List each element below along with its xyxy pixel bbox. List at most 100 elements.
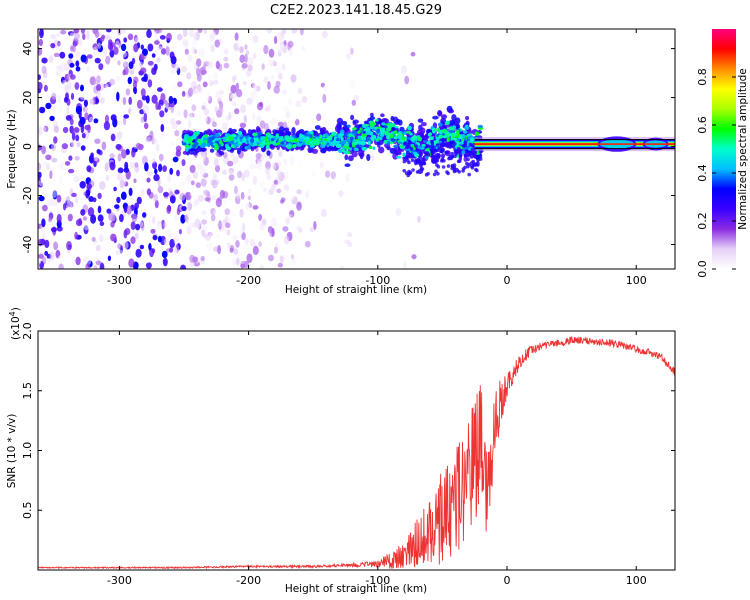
- heatmap-cell: [398, 141, 403, 145]
- heatmap-cell: [139, 244, 145, 250]
- heatmap-cell: [53, 125, 60, 133]
- heatmap-cell: [191, 213, 196, 218]
- heatmap-cell: [56, 32, 61, 38]
- heatmap-cell: [169, 167, 174, 175]
- heatmap-cell: [171, 122, 178, 130]
- heatmap-cell: [437, 110, 443, 116]
- heatmap-cell: [306, 137, 310, 141]
- heatmap-cell: [296, 189, 302, 195]
- heatmap-cell: [402, 159, 407, 164]
- heatmap-cell: [230, 51, 237, 62]
- heatmap-cell: [170, 68, 176, 75]
- heatmap-cell: [309, 226, 315, 233]
- heatmap-cell: [252, 205, 259, 210]
- heatmap-cell: [283, 184, 290, 192]
- heatmap-cell: [226, 229, 231, 236]
- heatmap-cell: [80, 145, 86, 151]
- heatmap-cell: [88, 99, 94, 106]
- heatmap-cell: [467, 152, 471, 157]
- heatmap-cell: [277, 161, 282, 167]
- heatmap-cell: [423, 140, 427, 143]
- heatmap-cell: [242, 137, 247, 143]
- heatmap-cell: [384, 125, 388, 129]
- heatmap-cell: [441, 153, 445, 159]
- heatmap-cell: [445, 170, 449, 174]
- heatmap-cell: [57, 40, 61, 47]
- heatmap-cell: [240, 263, 246, 269]
- heatmap-cell: [396, 155, 402, 159]
- heatmap-cell: [339, 129, 345, 134]
- heatmap-cell: [259, 143, 265, 148]
- heatmap-cell: [214, 158, 219, 167]
- heatmap-cell: [377, 139, 384, 145]
- colorbar-tick-label: 0.6: [696, 116, 709, 134]
- heatmap-cell: [175, 145, 182, 152]
- heatmap-cell: [157, 223, 163, 230]
- heatmap-cell: [182, 29, 188, 37]
- heatmap-cell: [303, 133, 308, 137]
- heatmap-cell: [49, 170, 53, 180]
- heatmap-cell: [346, 53, 352, 60]
- heatmap-cell: [367, 140, 371, 146]
- heatmap-cell: [121, 43, 127, 52]
- heatmap-cell: [109, 78, 115, 86]
- heatmap-cell: [218, 106, 224, 115]
- heatmap-cell: [200, 167, 207, 176]
- heatmap-cell: [436, 164, 441, 169]
- heatmap-cell: [122, 61, 129, 69]
- heatmap-cell: [86, 54, 93, 59]
- heatmap-cell: [110, 114, 117, 122]
- heatmap-cell: [191, 40, 197, 46]
- heatmap-cell: [376, 128, 380, 134]
- heatmap-cell: [229, 247, 234, 253]
- heatmap-cell: [159, 110, 165, 118]
- heatmap-cell: [417, 118, 424, 123]
- heatmap-cell: [41, 126, 47, 134]
- heatmap-cell: [119, 214, 124, 223]
- heatmap-cell: [146, 29, 152, 39]
- heatmap-cell: [361, 146, 368, 151]
- heatmap-cell: [133, 86, 137, 94]
- heatmap-cell: [157, 220, 162, 229]
- heatmap-cell: [267, 105, 271, 112]
- heatmap-cell: [38, 144, 42, 151]
- heatmap-cell: [48, 55, 54, 63]
- heatmap-cell: [172, 246, 178, 255]
- heatmap-cell: [263, 238, 269, 246]
- heatmap-cell: [235, 240, 240, 248]
- heatmap-cell: [293, 138, 299, 143]
- heatmap-cell: [424, 172, 429, 177]
- colorbar-tick-label: 0.2: [696, 212, 709, 230]
- heatmap-cell: [45, 154, 52, 161]
- heatmap-cell: [157, 235, 162, 243]
- heatmap-cell: [139, 53, 145, 61]
- heatmap-cell: [38, 162, 42, 171]
- heatmap-cell: [453, 154, 457, 159]
- heatmap-cell: [83, 225, 89, 235]
- heatmap-cell: [233, 248, 239, 255]
- heatmap-cell: [241, 232, 246, 241]
- heatmap-cell: [276, 170, 282, 178]
- heatmap-cell: [146, 177, 151, 183]
- heatmap-cell: [221, 122, 229, 130]
- heatmap-cell: [243, 115, 247, 124]
- heatmap-cell: [311, 148, 319, 154]
- heatmap-cell: [458, 154, 463, 158]
- heatmap-cell: [86, 258, 92, 265]
- heatmap-cell: [428, 136, 434, 141]
- heatmap-cell: [68, 146, 75, 155]
- heatmap-cell: [282, 44, 288, 54]
- heatmap-cell: [421, 122, 427, 127]
- heatmap-cell: [228, 92, 233, 102]
- heatmap-cell: [289, 155, 296, 164]
- heatmap-cell: [281, 88, 288, 95]
- heatmap-cell: [313, 221, 317, 230]
- heatmap-cell: [38, 81, 43, 91]
- heatmap-cell: [321, 147, 327, 154]
- heatmap-cell: [38, 74, 41, 80]
- heatmap-cell: [191, 104, 197, 112]
- heatmap-cell: [432, 172, 437, 177]
- heatmap-cell: [90, 152, 94, 158]
- heatmap-cell: [181, 205, 187, 212]
- heatmap-cell: [60, 161, 65, 171]
